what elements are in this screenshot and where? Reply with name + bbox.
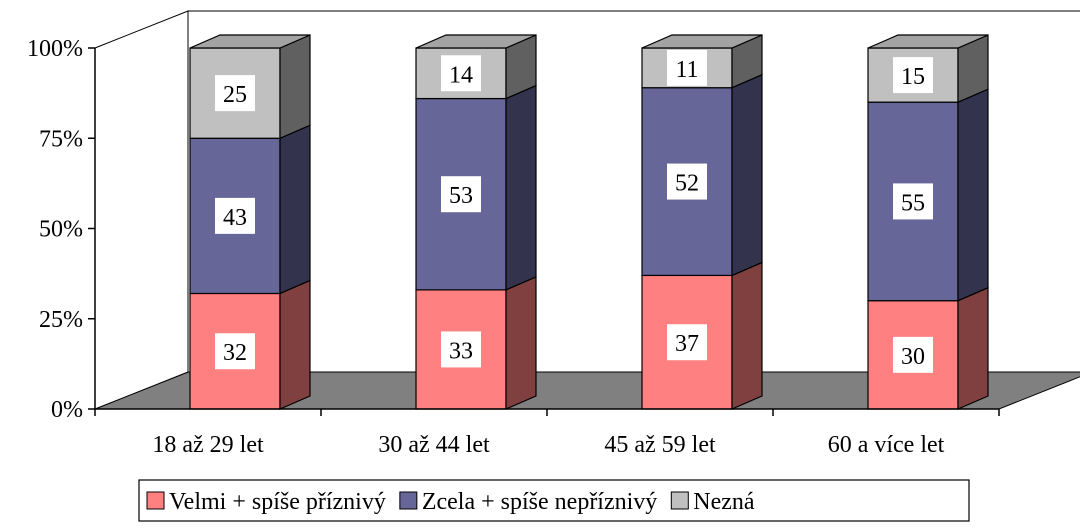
data-label-box [441, 55, 481, 92]
legend-item: Nezná [670, 489, 755, 515]
data-label-box [441, 331, 481, 368]
legend-item: Zcela + spíše nepříznivý [399, 489, 657, 515]
side-wall [94, 10, 189, 410]
data-label-text: 14 [449, 62, 473, 88]
bar-top [641, 34, 763, 49]
y-tick-label: 0% [51, 397, 83, 423]
legend-label: Zcela + spíše nepříznivý [422, 489, 657, 515]
bar-side [731, 73, 763, 277]
bar-top [415, 34, 537, 49]
bar-side [279, 34, 311, 140]
y-tick-label: 75% [39, 126, 83, 152]
data-label: 52 [667, 163, 707, 200]
bar-top [867, 34, 989, 49]
legend-item: Velmi + spíše příznivý [146, 489, 386, 515]
data-label-box [215, 333, 255, 370]
legend: Velmi + spíše příznivý Zcela + spíše nepř… [138, 479, 970, 522]
data-label-text: 52 [675, 171, 699, 197]
legend-label: Nezná [693, 489, 755, 515]
bar-side [505, 275, 537, 410]
y-tick-label: 50% [39, 217, 83, 243]
data-label-box [441, 176, 481, 213]
data-label-text: 43 [223, 205, 247, 231]
category-label: 45 až 59 let [604, 432, 716, 458]
data-label: 11 [667, 49, 707, 86]
data-label-box [667, 49, 707, 86]
bar-side [957, 286, 989, 410]
legend-label: Velmi + spíše příznivý [169, 489, 386, 515]
data-label-text: 30 [901, 344, 925, 370]
data-label: 55 [893, 183, 933, 220]
y-tick-label: 100% [27, 36, 83, 62]
data-label-box [893, 183, 933, 220]
legend-swatch [146, 491, 165, 510]
data-label: 43 [215, 197, 255, 234]
data-label: 25 [215, 75, 255, 112]
bar-side [505, 84, 537, 291]
bar-stacks [189, 34, 989, 410]
category-label: 18 až 29 let [152, 432, 264, 458]
bar-side [279, 124, 311, 295]
data-label: 30 [893, 336, 933, 373]
data-label-text: 55 [901, 190, 925, 216]
data-label: 53 [441, 176, 481, 213]
data-label-text: 33 [449, 338, 473, 364]
data-label-text: 25 [223, 82, 247, 108]
data-label-text: 37 [675, 331, 699, 357]
data-label: 32 [215, 333, 255, 370]
value-axis: 0% 25% 50% 75% 100% [27, 36, 96, 423]
category-label: 30 až 44 let [378, 432, 490, 458]
category-label: 60 a více let [828, 432, 945, 458]
legend-swatch [670, 491, 689, 510]
data-label-box [667, 324, 707, 361]
category-axis: 18 až 29 let 30 až 44 let 45 až 59 let 60 a… [94, 408, 1000, 458]
data-label-text: 15 [901, 64, 925, 90]
legend-box [138, 479, 970, 522]
data-label-box [667, 163, 707, 200]
y-tick-label: 25% [39, 307, 83, 333]
data-label-box [893, 57, 933, 94]
legend-swatch [399, 491, 418, 510]
data-label: 14 [441, 55, 481, 92]
data-label-text: 32 [223, 340, 247, 366]
data-label-text: 11 [675, 57, 698, 83]
data-label: 15 [893, 57, 933, 94]
data-label-box [215, 197, 255, 234]
bar-segment [641, 73, 763, 277]
data-label-box [215, 75, 255, 112]
bar-top [189, 34, 311, 49]
data-labels: 32 43 25 33 53 14 37 52 11 30 55 15 [215, 49, 933, 373]
bar-side [957, 88, 989, 302]
data-label-text: 53 [449, 183, 473, 209]
data-label: 37 [667, 324, 707, 361]
data-label-box [893, 336, 933, 373]
back-wall-border [188, 10, 1080, 12]
chart-walls [94, 10, 1080, 410]
data-label: 33 [441, 331, 481, 368]
bar-side [731, 261, 763, 410]
bar-side [279, 279, 311, 410]
